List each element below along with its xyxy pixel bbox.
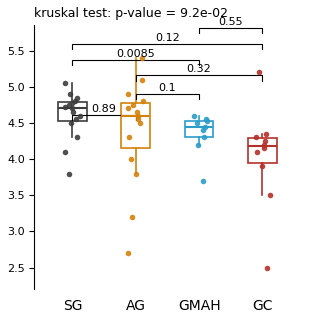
Point [135, 113, 140, 118]
Point [70, 109, 76, 115]
Point [256, 70, 261, 75]
Point [68, 92, 73, 97]
Point [70, 106, 75, 111]
Text: 0.89: 0.89 [92, 104, 116, 114]
Point [130, 214, 135, 220]
Text: 0.1: 0.1 [159, 83, 176, 93]
Point [139, 77, 144, 82]
Text: 0.55: 0.55 [219, 17, 243, 27]
Point [202, 135, 207, 140]
Point [263, 139, 268, 144]
Point [255, 149, 260, 155]
Point [73, 99, 78, 104]
Point [78, 113, 83, 118]
Point [203, 117, 208, 122]
Point [140, 55, 145, 60]
Point [201, 178, 206, 183]
Point [63, 104, 68, 109]
Text: kruskal test: p-value = 9.2e-02: kruskal test: p-value = 9.2e-02 [35, 7, 228, 20]
Point [204, 119, 210, 124]
Point [261, 146, 266, 151]
Point [126, 251, 131, 256]
Point [203, 124, 208, 129]
Point [267, 193, 272, 198]
Text: 0.32: 0.32 [187, 64, 212, 74]
Point [134, 171, 139, 176]
Point [63, 149, 68, 155]
Point [140, 99, 146, 104]
Point [253, 135, 259, 140]
Point [66, 171, 71, 176]
Point [126, 92, 131, 97]
Point [264, 131, 269, 136]
Point [195, 120, 200, 125]
Point [200, 128, 205, 133]
Point [264, 265, 269, 270]
Point [75, 135, 80, 140]
Point [126, 135, 131, 140]
Point [63, 81, 68, 86]
Point [128, 156, 133, 162]
Point [125, 106, 131, 111]
Point [131, 102, 136, 108]
Point [75, 95, 80, 100]
Point [74, 117, 79, 122]
Text: 0.12: 0.12 [155, 33, 180, 43]
Point [70, 100, 75, 105]
Point [66, 102, 71, 108]
Point [136, 117, 141, 122]
Point [192, 113, 197, 118]
Point [195, 142, 200, 147]
Point [134, 109, 140, 115]
Point [138, 120, 143, 125]
Point [69, 120, 74, 125]
Text: 0.0085: 0.0085 [116, 49, 155, 59]
Point [259, 164, 264, 169]
Point [262, 142, 267, 147]
